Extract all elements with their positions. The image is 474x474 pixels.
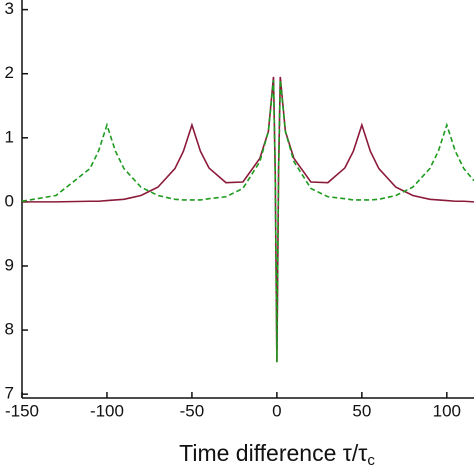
y-tick-label: 8 — [5, 320, 14, 339]
x-tick-label: -100 — [90, 401, 124, 420]
x-tick-label: 100 — [433, 401, 461, 420]
y-tick-label: 7 — [5, 384, 14, 403]
x-axis-title: Time difference τ/τc — [179, 440, 375, 469]
x-tick-label: -50 — [180, 401, 205, 420]
series-line — [22, 76, 474, 363]
x-tick-label: 50 — [352, 401, 371, 420]
y-tick-label: 2 — [5, 63, 14, 82]
series-line — [22, 80, 474, 363]
x-tick-label: 0 — [272, 401, 281, 420]
y-tick-label: 3 — [5, 0, 14, 18]
y-tick-label: 1 — [5, 127, 14, 146]
y-tick-label: 0 — [5, 191, 14, 210]
x-tick-label: -150 — [5, 401, 39, 420]
y-tick-label: 9 — [5, 255, 14, 274]
x-axis-title-main: Time difference τ/τ — [179, 440, 367, 466]
x-axis-title-subscript: c — [367, 452, 375, 469]
